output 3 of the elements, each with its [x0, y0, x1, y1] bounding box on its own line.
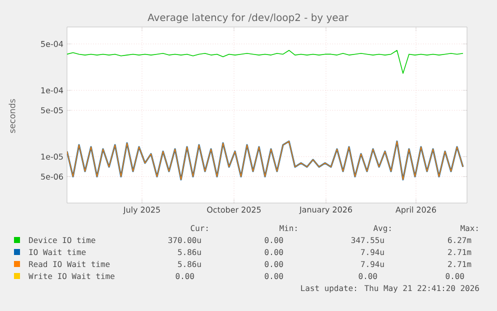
y-axis-title: seconds	[8, 99, 16, 133]
line-series	[67, 50, 464, 74]
chart-title: Average latency for /dev/loop2 - by year	[148, 13, 348, 24]
